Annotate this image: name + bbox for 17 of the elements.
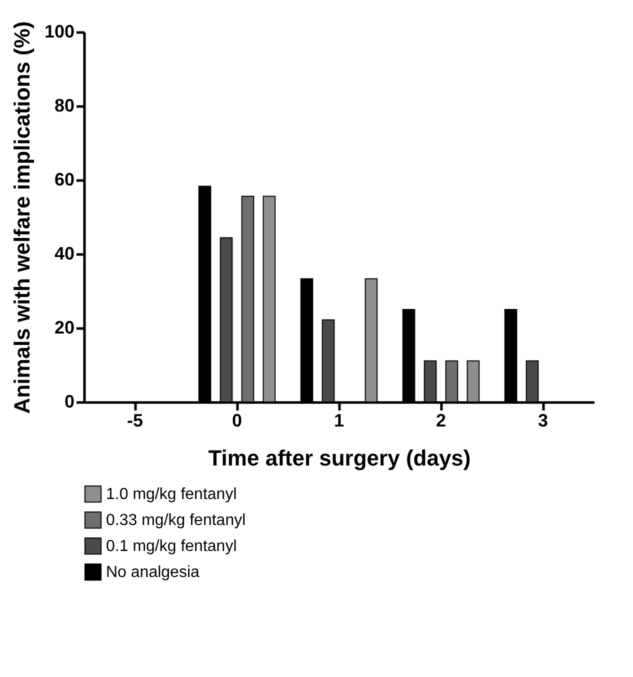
y-tick-label: 80 [54, 96, 74, 116]
y-tick-label: 0 [64, 392, 74, 412]
y-tick-label: 40 [54, 244, 74, 264]
x-tick-label: 3 [538, 410, 548, 430]
x-tick-label: 1 [334, 410, 344, 430]
legend-label: 0.1 mg/kg fentanyl [106, 538, 237, 555]
legend-label: 0.33 mg/kg fentanyl [106, 512, 246, 529]
legend-label: 1.0 mg/kg fentanyl [106, 486, 237, 503]
y-tick-label: 100 [44, 22, 74, 42]
legend-label: No analgesia [106, 564, 200, 581]
x-tick-label: -5 [126, 410, 144, 430]
x-tick-label: 0 [232, 410, 242, 430]
y-tick-label: 20 [54, 318, 74, 338]
x-axis-title: Time after surgery (days) [208, 446, 471, 470]
y-tick-label: 60 [54, 170, 74, 190]
y-axis-title: Animals with welfare implications (%) [9, 21, 34, 414]
x-tick-label: 2 [436, 410, 446, 430]
